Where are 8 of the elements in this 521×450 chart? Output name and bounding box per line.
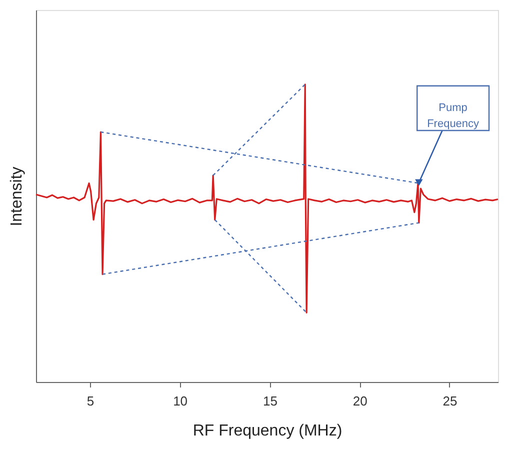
x-tick-label: 5 <box>86 394 94 408</box>
annotation: Pump Frequency <box>427 102 480 130</box>
x-tick-label: 20 <box>352 394 368 408</box>
x-tick-label: 15 <box>262 394 278 408</box>
y-axis-title: Intensity <box>8 166 26 226</box>
x-axis-title: RF Frequency (MHz) <box>192 422 342 440</box>
x-tick-label: 10 <box>173 394 188 408</box>
x-tick-label: 25 <box>442 394 458 408</box>
